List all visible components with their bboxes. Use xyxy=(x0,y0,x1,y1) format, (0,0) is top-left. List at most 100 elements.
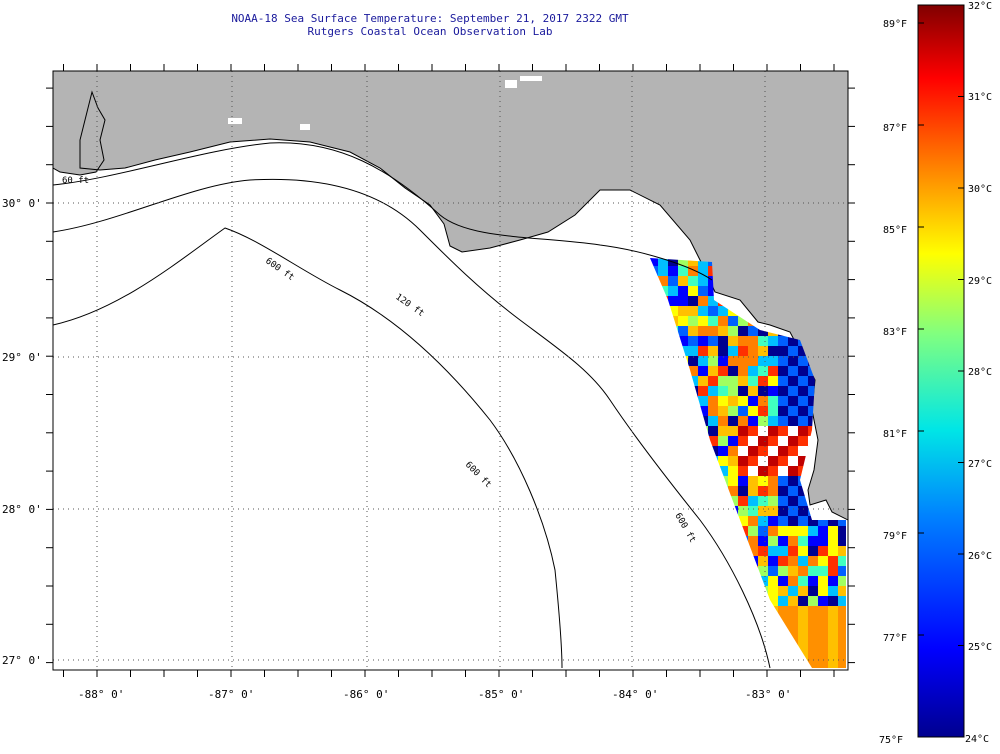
sst-pixel xyxy=(728,456,738,466)
sst-pixel xyxy=(758,516,768,526)
sst-pixel xyxy=(758,386,768,396)
sst-pixel xyxy=(818,646,828,656)
sst-pixel xyxy=(808,576,818,586)
sst-pixel xyxy=(738,366,748,376)
sst-pixel xyxy=(798,586,808,596)
sst-pixel xyxy=(748,506,758,516)
sst-pixel xyxy=(768,366,778,376)
sst-pixel xyxy=(778,566,788,576)
sst-pixel xyxy=(788,456,798,466)
sst-pixel xyxy=(688,286,698,296)
colorbar-c-label: 27°C xyxy=(968,459,992,470)
sst-pixel xyxy=(728,416,738,426)
sst-pixel xyxy=(688,296,698,306)
sst-pixel xyxy=(758,356,768,366)
sst-pixel xyxy=(748,416,758,426)
sst-pixel xyxy=(738,376,748,386)
map-title: NOAA-18 Sea Surface Temperature: Septemb… xyxy=(231,12,629,25)
sst-pixel xyxy=(788,436,798,446)
sst-pixel xyxy=(698,258,708,266)
sst-pixel xyxy=(668,276,678,286)
sst-pixel xyxy=(708,276,718,286)
lat-label: 30° 0' xyxy=(2,197,42,210)
sst-pixel xyxy=(728,356,738,366)
sst-pixel xyxy=(778,406,788,416)
colorbar-f-label: 79°F xyxy=(883,531,907,542)
sst-pixel xyxy=(788,386,798,396)
sst-pixel xyxy=(808,646,818,656)
sst-pixel xyxy=(818,616,828,626)
sst-pixel xyxy=(838,586,846,596)
sst-pixel xyxy=(688,316,698,326)
sst-pixel xyxy=(778,456,788,466)
sst-pixel xyxy=(688,276,698,286)
sst-pixel xyxy=(808,556,818,566)
colorbar-f-label: 77°F xyxy=(883,633,907,644)
sst-pixel xyxy=(758,376,768,386)
sst-pixel xyxy=(768,356,778,366)
colorbar xyxy=(917,4,965,738)
sst-pixel xyxy=(728,466,738,476)
sst-pixel xyxy=(728,396,738,406)
sst-pixel xyxy=(828,596,838,606)
sst-pixel xyxy=(778,526,788,536)
sst-pixel xyxy=(708,416,718,426)
lon-label: -87° 0' xyxy=(208,688,254,701)
sst-pixel xyxy=(708,326,718,336)
sst-pixel xyxy=(708,406,718,416)
sst-pixel xyxy=(768,576,778,586)
sst-pixel xyxy=(788,516,798,526)
sst-pixel xyxy=(688,336,698,346)
sst-pixel xyxy=(798,356,808,366)
sst-pixel xyxy=(748,496,758,506)
colorbar-f-label: 87°F xyxy=(883,123,907,134)
sst-pixel xyxy=(698,266,708,276)
sst-pixel xyxy=(708,336,718,346)
sst-pixel xyxy=(788,486,798,496)
sst-pixel xyxy=(708,306,718,316)
sst-pixel xyxy=(738,326,748,336)
sst-pixel xyxy=(678,266,688,276)
sst-pixel xyxy=(818,656,828,666)
sst-pixel xyxy=(798,396,808,406)
sst-pixel xyxy=(768,526,778,536)
depth-contours xyxy=(52,142,771,669)
map-subtitle: Rutgers Coastal Ocean Observation Lab xyxy=(307,25,553,38)
sst-pixel xyxy=(738,446,748,456)
sst-pixel xyxy=(768,546,778,556)
sst-pixel xyxy=(698,286,708,296)
sst-pixel xyxy=(728,346,738,356)
sst-pixel xyxy=(778,396,788,406)
colorbar-c-label: 25°C xyxy=(968,642,992,653)
sst-pixel xyxy=(758,436,768,446)
colorbar-c-label: 32°C xyxy=(968,1,992,12)
sst-pixel xyxy=(778,386,788,396)
sst-pixel xyxy=(758,546,768,556)
colorbar-ticks xyxy=(918,4,964,738)
sst-pixel xyxy=(708,356,718,366)
sst-pixel xyxy=(778,576,788,586)
sst-pixel xyxy=(748,546,758,556)
sst-pixel xyxy=(788,616,798,626)
sst-pixel xyxy=(778,586,788,596)
sst-pixel xyxy=(728,376,738,386)
sst-pixel xyxy=(698,376,708,386)
sst-pixel xyxy=(678,286,688,296)
sst-pixel xyxy=(808,666,818,668)
sst-pixel xyxy=(718,396,728,406)
sst-pixel xyxy=(798,496,808,506)
sst-pixel xyxy=(798,596,808,606)
sst-pixel xyxy=(758,346,768,356)
sst-pixel xyxy=(738,436,748,446)
colorbar-c-label: 31°C xyxy=(968,92,992,103)
sst-pixel xyxy=(798,556,808,566)
sst-pixel xyxy=(708,346,718,356)
sst-pixel xyxy=(738,506,748,516)
sst-pixel xyxy=(698,326,708,336)
sst-pixel xyxy=(718,436,728,446)
sst-pixel xyxy=(718,356,728,366)
sst-pixel xyxy=(758,556,768,566)
sst-pixel xyxy=(828,626,838,636)
sst-pixel xyxy=(838,576,846,586)
sst-pixel xyxy=(688,326,698,336)
